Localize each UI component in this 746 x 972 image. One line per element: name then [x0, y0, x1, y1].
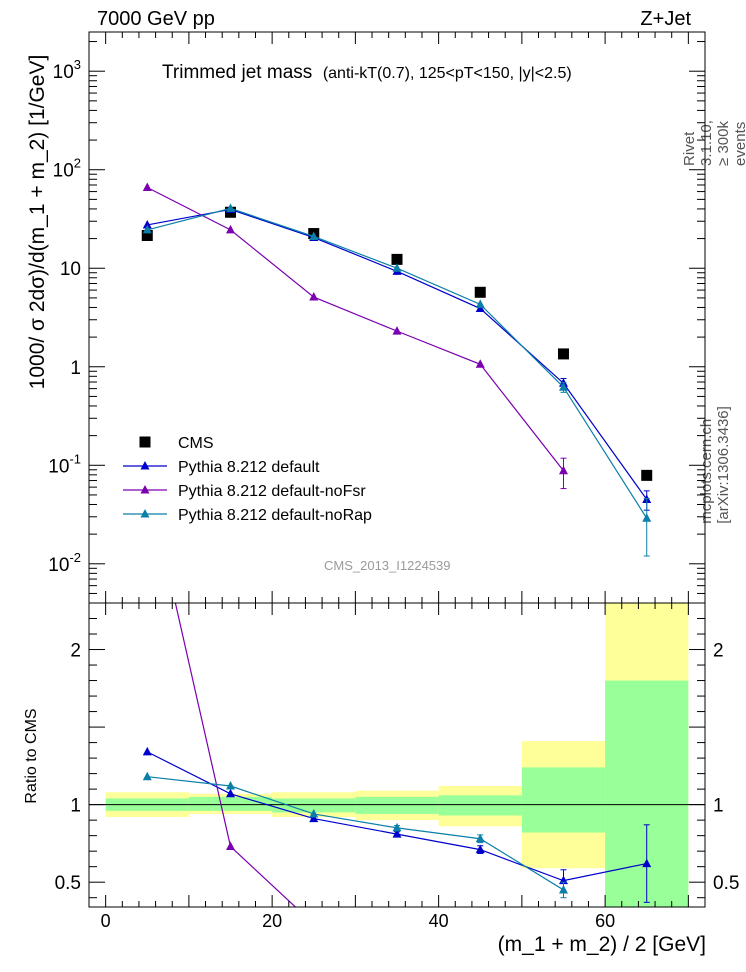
ratio-point-noRap	[475, 833, 485, 843]
ratio-point-default	[642, 858, 652, 868]
band-inner-1	[188, 796, 273, 811]
legend-marker-default	[140, 461, 150, 470]
ratio-line-noFsr	[174, 603, 297, 907]
ratio-point-noRap	[309, 808, 319, 818]
ratio-point-default	[392, 829, 402, 838]
series-layer	[141, 182, 653, 928]
ratio-line-noRap	[147, 776, 564, 891]
main-point-noRap	[475, 299, 485, 308]
ratio-point-noFsr	[309, 919, 318, 928]
ratio-frame	[88, 602, 706, 908]
band-inner-3	[355, 796, 439, 814]
beam-label: 7000 GeV pp	[97, 8, 215, 30]
main-point-noFsr	[392, 326, 402, 335]
legend-label-cms: CMS	[178, 435, 214, 452]
main-point-noRap	[226, 203, 236, 212]
ratio-y-tick-label-right: 1	[713, 796, 724, 817]
legend: CMS Pythia 8.212 default Pythia 8.212 defa…	[123, 435, 372, 524]
y-tick-label: 103	[53, 57, 81, 83]
ratio-point-noRap	[392, 822, 402, 832]
ratio-point-noRap	[142, 771, 152, 781]
y-tick-label: 10-1	[48, 451, 81, 477]
ratio-point-default	[226, 788, 236, 798]
x-tick-label: 20	[262, 911, 282, 931]
main-line-default	[147, 208, 648, 500]
main-cms-point	[141, 229, 153, 241]
main-point-noRap	[309, 231, 319, 240]
ratio-point-default	[142, 746, 152, 756]
ratio-y-tick-label: 2	[70, 641, 81, 662]
main-series-cms	[141, 206, 653, 481]
legend-label-default: Pythia 8.212 default	[178, 459, 320, 476]
ratio-y-tick-label: 1	[70, 796, 81, 817]
y-tick-label: 1	[70, 358, 81, 379]
y-tick-label: 102	[53, 156, 81, 182]
title-main: Trimmed jet mass	[162, 62, 313, 83]
ratio-point-default	[475, 844, 485, 854]
title-sub: (anti-kT(0.7), 125<pT<150, |y|<2.5)	[322, 65, 572, 82]
ratio-bands	[105, 603, 689, 907]
main-point-noFsr	[309, 292, 319, 301]
main-cms-point	[474, 286, 486, 298]
ratio-point-noRap	[226, 781, 236, 790]
band-inner-5	[521, 767, 606, 833]
plot-title: Trimmed jet mass (anti-kT(0.7), 125<pT<1…	[162, 62, 572, 84]
ratio-series-noRap	[142, 771, 568, 899]
legend-marker-noFsr	[140, 485, 150, 494]
main-point-noFsr	[475, 359, 485, 368]
y-tick-label: 10-2	[48, 550, 81, 576]
legend-marker-noRap	[140, 509, 150, 518]
main-point-noRap	[642, 513, 652, 522]
ratio-point-noFsr	[143, 474, 152, 483]
main-point-noRap	[142, 224, 152, 234]
ratio-point-default	[309, 813, 319, 823]
legend-label-noRap: Pythia 8.212 default-noRap	[178, 507, 372, 524]
ratio-series-default	[142, 746, 652, 903]
band-inner-4	[438, 795, 522, 816]
main-point-noFsr	[558, 465, 568, 475]
ratio-point-noFsr	[226, 841, 236, 851]
ratio-point-noRap	[558, 884, 568, 894]
legend-label-noFsr: Pythia 8.212 default-noFsr	[178, 483, 366, 500]
main-point-noFsr	[226, 224, 236, 234]
main-cms-point	[557, 348, 569, 360]
x-tick-label: 40	[429, 911, 449, 931]
main-cms-point	[391, 253, 403, 265]
main-point-noFsr	[142, 182, 152, 192]
process-label: Z+Jet	[640, 8, 691, 30]
main-line-noFsr	[146, 186, 564, 472]
ratio-series-noFsr	[143, 474, 318, 928]
analysis-reference-label: CMS_2013_I1224539	[324, 558, 451, 573]
main-point-default	[142, 219, 152, 229]
main-series-noFsr	[142, 182, 568, 490]
y-tick-label: 10	[60, 259, 81, 280]
ratio-y-tick-label-right: 2	[713, 641, 724, 662]
main-point-noRap	[392, 263, 402, 272]
ratio-y-tick-label-right: 0.5	[713, 873, 739, 894]
ratio-y-tick-label: 0.5	[55, 873, 81, 894]
band-inner-2	[272, 798, 356, 813]
legend-marker-cms	[139, 436, 151, 448]
main-series-noRap	[142, 203, 652, 557]
x-tick-label: 0	[101, 911, 111, 931]
main-point-noRap	[558, 382, 568, 391]
main-cms-point	[641, 469, 653, 481]
axes-layer: 0 20 40 60 10-2 10-1 1 10 102 103 0.5 0.5 1 1 2 2	[48, 31, 739, 931]
x-axis-label: (m_1 + m_2) / 2 [GeV]	[497, 933, 706, 956]
x-tick-label: 60	[595, 911, 615, 931]
